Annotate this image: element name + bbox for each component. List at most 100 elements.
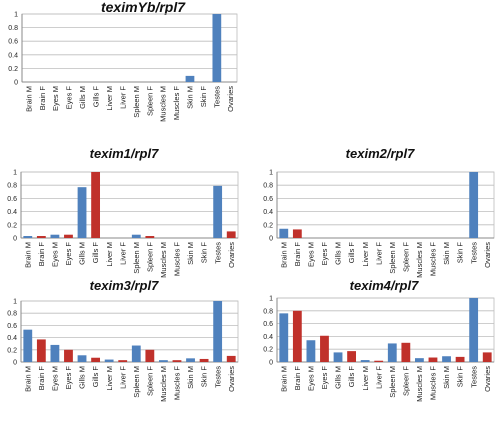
category-label: Gills F bbox=[92, 86, 101, 108]
y-tick-label: 0.8 bbox=[263, 183, 273, 190]
category-label: Testes bbox=[213, 366, 222, 388]
category-label: Ovaries bbox=[227, 242, 236, 268]
bar-gills-m bbox=[77, 187, 87, 238]
chart-panel-1: texim1/rpl7 0 0.2 0.4 0.6 0.8 1 Brain M Brain F E… bbox=[7, 146, 239, 278]
chart-title: teximYb/rpl7 bbox=[101, 0, 186, 15]
category-label: Muscles F bbox=[172, 86, 181, 121]
category-label: Gills M bbox=[334, 366, 343, 389]
bar-muscles-m bbox=[414, 358, 424, 362]
y-tick-label: 0.6 bbox=[7, 323, 17, 330]
category-label: Eyes M bbox=[51, 366, 60, 391]
category-label: Gills F bbox=[91, 242, 100, 264]
category-label: Muscles F bbox=[429, 242, 438, 277]
category-label: Brain M bbox=[23, 242, 32, 268]
y-tick-label: 0.4 bbox=[7, 209, 17, 216]
bar-spleen-m bbox=[131, 345, 141, 362]
bar-liver-m bbox=[360, 360, 370, 362]
bar-liver-f bbox=[118, 360, 128, 362]
category-label: Testes bbox=[469, 366, 478, 388]
category-label: Skin F bbox=[199, 86, 208, 108]
bar-skin-m bbox=[442, 356, 451, 362]
bar-spleen-f bbox=[145, 349, 155, 362]
y-tick-label: 0.6 bbox=[7, 196, 17, 203]
category-label: Brain M bbox=[279, 242, 288, 268]
category-label: Gills M bbox=[78, 86, 87, 109]
y-tick-label: 0.4 bbox=[8, 52, 18, 59]
y-tick-label: 1 bbox=[13, 170, 17, 177]
category-label: Liver M bbox=[105, 366, 114, 391]
category-label: Skin M bbox=[442, 242, 451, 265]
category-label: Muscles M bbox=[415, 242, 424, 278]
category-label: Ovaries bbox=[483, 242, 492, 268]
bar-brain-f bbox=[36, 339, 46, 362]
y-tick-label: 0.2 bbox=[263, 347, 273, 354]
y-tick-label: 0.2 bbox=[263, 222, 273, 229]
category-label: Spleen M bbox=[388, 242, 397, 274]
y-tick-label: 0 bbox=[269, 360, 273, 367]
y-tick-label: 0.8 bbox=[7, 183, 17, 190]
bar-gills-f bbox=[91, 172, 101, 238]
category-label: Gills F bbox=[91, 366, 100, 388]
y-tick-label: 0.8 bbox=[7, 311, 17, 318]
bar-skin-m bbox=[186, 358, 195, 362]
category-label: Gills M bbox=[334, 242, 343, 265]
bar-skin-m bbox=[185, 75, 195, 82]
category-label: Liver F bbox=[118, 242, 127, 265]
bar-spleen-m bbox=[387, 343, 397, 362]
y-tick-label: 0 bbox=[14, 80, 18, 87]
category-label: Spleen F bbox=[145, 366, 154, 396]
plot-frame bbox=[21, 13, 238, 83]
category-label: Gills M bbox=[78, 366, 87, 389]
y-tick-label: 0.6 bbox=[263, 321, 273, 328]
category-label: Spleen F bbox=[145, 242, 154, 272]
category-label: Brain F bbox=[37, 242, 46, 267]
category-label: Muscles F bbox=[173, 242, 182, 277]
category-label: Liver M bbox=[105, 242, 114, 267]
category-label: Skin M bbox=[442, 366, 451, 389]
bar-skin-f bbox=[455, 356, 465, 362]
category-label: Muscles F bbox=[173, 366, 182, 401]
y-tick-label: 0.2 bbox=[8, 66, 18, 73]
category-label: Brain F bbox=[37, 366, 46, 391]
category-label: Brain M bbox=[279, 366, 288, 392]
bar-eyes-f bbox=[320, 335, 329, 362]
plot-frame bbox=[276, 171, 495, 239]
category-label: Muscles M bbox=[415, 366, 424, 402]
bar-ovaries bbox=[482, 352, 492, 362]
category-label: Skin M bbox=[186, 366, 195, 389]
category-label: Muscles M bbox=[159, 86, 168, 122]
category-label: Spleen M bbox=[132, 242, 141, 274]
y-tick-label: 0 bbox=[13, 360, 17, 367]
bar-liver-m bbox=[104, 359, 114, 362]
category-label: Brain F bbox=[293, 366, 302, 391]
category-label: Testes bbox=[469, 242, 478, 264]
category-label: Spleen F bbox=[145, 86, 154, 116]
y-tick-label: 1 bbox=[269, 296, 273, 303]
bar-brain-m bbox=[279, 313, 289, 362]
bar-eyes-f bbox=[64, 234, 73, 238]
chart-panel-0: teximYb/rpl7 0 0.2 0.4 0.6 0.8 1 Brain M Brain F… bbox=[8, 0, 238, 122]
category-label: Eyes F bbox=[320, 242, 329, 266]
category-label: Brain M bbox=[24, 86, 33, 112]
chart-title: texim4/rpl7 bbox=[350, 278, 419, 293]
y-tick-label: 1 bbox=[14, 12, 18, 19]
category-label: Liver M bbox=[105, 86, 114, 111]
category-label: Eyes F bbox=[64, 366, 73, 390]
chart-panel-2: texim2/rpl7 0 0.2 0.4 0.6 0.8 1 Brain M Brain F E… bbox=[263, 146, 495, 278]
category-label: Eyes M bbox=[307, 242, 316, 267]
chart-panel-3: texim3/rpl7 0 0.2 0.4 0.6 0.8 1 Brain M Brain F E… bbox=[7, 278, 239, 402]
bar-brain-f bbox=[36, 236, 46, 238]
category-label: Liver F bbox=[374, 242, 383, 265]
category-label: Gills M bbox=[78, 242, 87, 265]
bar-skin-f bbox=[199, 358, 209, 362]
chart-title: texim1/rpl7 bbox=[90, 146, 159, 161]
bar-eyes-m bbox=[306, 340, 316, 362]
category-label: Skin F bbox=[200, 366, 209, 388]
category-label: Brain F bbox=[38, 86, 47, 111]
category-label: Spleen M bbox=[132, 86, 141, 118]
category-label: Liver M bbox=[361, 366, 370, 391]
bar-spleen-m bbox=[131, 234, 141, 238]
category-label: Eyes F bbox=[65, 86, 74, 110]
category-label: Liver F bbox=[118, 366, 127, 389]
